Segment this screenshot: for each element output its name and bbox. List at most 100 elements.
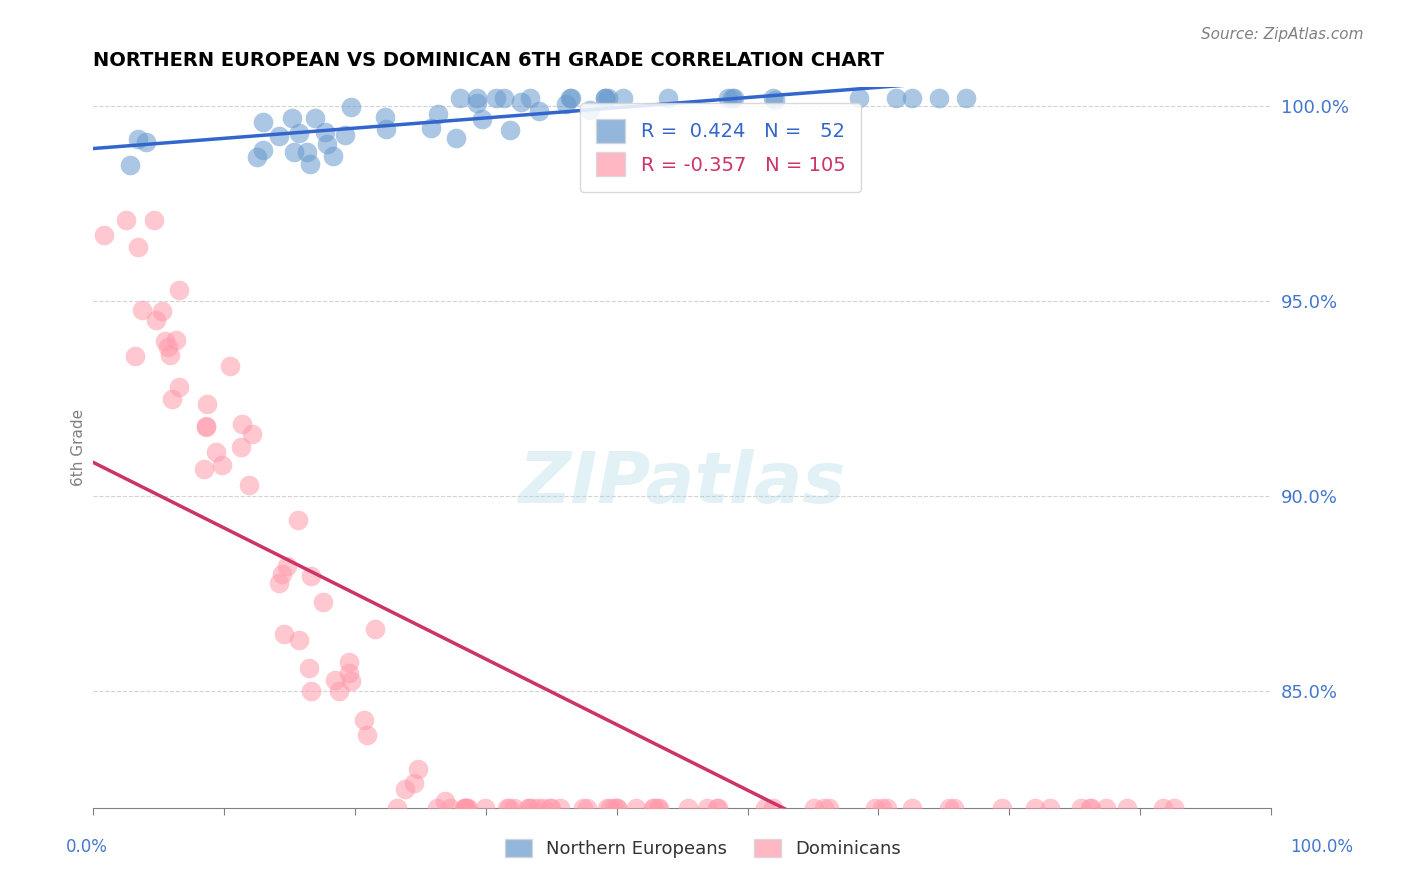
Point [322,148,344,162]
Point [648,800,671,814]
Point [337,665,360,680]
Point [333,128,356,143]
Point [762,91,785,105]
Point [124,349,146,363]
Point [454,800,477,814]
Point [593,91,616,105]
Point [385,800,408,814]
Point [1024,800,1046,814]
Point [1152,800,1174,814]
Point [150,304,173,318]
Point [576,800,599,814]
Point [606,800,628,814]
Point [599,800,621,814]
Point [231,417,253,431]
Point [803,800,825,814]
Point [991,800,1014,814]
Point [496,800,519,814]
Point [281,111,304,125]
Point [298,661,321,675]
Point [762,800,785,814]
Point [337,655,360,669]
Point [471,112,494,126]
Point [218,359,240,373]
Point [153,334,176,349]
Point [676,800,699,814]
Point [159,348,181,362]
Point [364,622,387,636]
Point [1095,800,1118,814]
Point [706,800,728,814]
Point [287,632,309,647]
Point [169,380,191,394]
Point [1163,800,1185,814]
Point [484,91,506,105]
Legend: Northern Europeans, Dominicans: Northern Europeans, Dominicans [498,831,908,865]
Point [517,800,540,814]
Point [1116,800,1139,814]
Point [339,100,361,114]
Point [494,91,516,105]
Point [446,130,468,145]
Point [643,800,665,814]
Point [721,91,744,105]
Point [538,800,561,814]
Point [374,110,396,124]
Point [420,120,443,135]
Point [942,800,965,814]
Y-axis label: 6th Grade: 6th Grade [72,409,86,485]
Point [298,157,321,171]
Point [548,800,571,814]
Point [527,103,550,118]
Point [723,91,745,105]
Point [252,115,274,129]
Point [884,91,907,105]
Point [498,800,520,814]
Point [531,800,554,814]
Point [433,794,456,808]
Point [467,91,489,105]
Point [938,800,960,814]
Point [269,129,291,144]
Point [374,122,396,136]
Point [603,800,626,814]
Point [271,567,294,582]
Point [453,800,475,814]
Point [287,513,309,527]
Point [316,137,339,152]
Point [955,91,977,105]
Point [394,782,416,797]
Point [454,800,477,814]
Point [194,418,217,433]
Point [560,91,582,105]
Point [269,576,291,591]
Legend: R =  0.424   N =   52, R = -0.357   N = 105: R = 0.424 N = 52, R = -0.357 N = 105 [581,103,860,192]
Point [596,800,619,814]
Point [246,150,269,164]
Point [763,93,786,107]
Point [449,91,471,105]
Point [304,111,326,125]
Point [314,124,336,138]
Point [162,392,184,407]
Point [876,800,898,814]
Point [404,776,426,790]
Point [165,334,187,348]
Text: 0.0%: 0.0% [66,838,108,856]
Point [312,595,335,609]
Point [572,800,595,814]
Point [593,91,616,105]
Point [707,800,730,814]
Point [1070,800,1092,814]
Point [647,800,669,814]
Point [93,227,115,242]
Point [195,420,218,434]
Point [295,145,318,160]
Point [240,426,263,441]
Point [813,800,835,814]
Point [517,800,540,814]
Point [598,91,620,105]
Point [526,800,548,814]
Point [578,103,600,118]
Point [848,91,870,105]
